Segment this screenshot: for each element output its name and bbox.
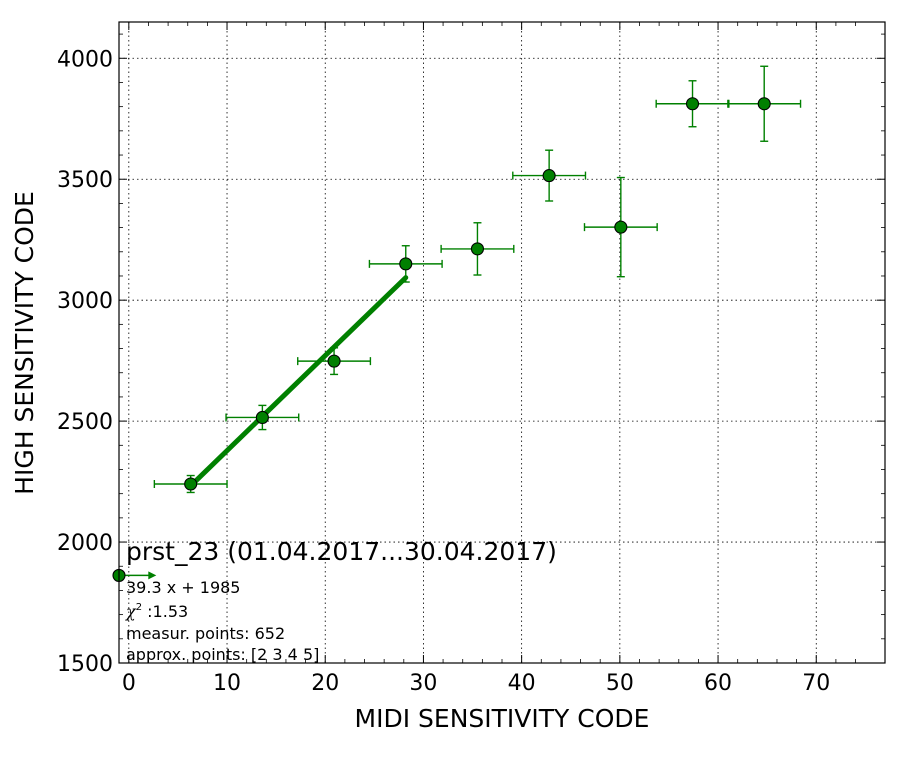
x-tick-label: 50 [606, 671, 634, 696]
x-tick-label: 40 [508, 671, 536, 696]
y-tick-label: 4000 [57, 47, 113, 72]
annotation-measur-points: measur. points: 652 [126, 624, 285, 643]
y-tick-label: 2500 [57, 410, 113, 435]
x-tick-label: 20 [311, 671, 339, 696]
y-axis-label: HIGH SENSITIVITY CODE [10, 191, 39, 495]
tick-labels: 0 10 20 30 40 50 60 70 1500 2000 2500 3000 3500 4000 [57, 47, 830, 696]
x-tick-label: 30 [409, 671, 437, 696]
chi2-symbol: χ [125, 602, 137, 621]
x-tick-label: 60 [704, 671, 732, 696]
data-point [470, 242, 484, 256]
data-point [614, 220, 628, 234]
y-tick-label: 3000 [57, 289, 113, 314]
annotation-title: prst_23 (01.04.2017...30.04.2017) [126, 537, 557, 566]
x-tick-label: 10 [213, 671, 241, 696]
plot-frame [118, 21, 886, 664]
annotation-block: prst_23 (01.04.2017...30.04.2017) 39.3 x… [125, 537, 557, 664]
x-tick-label: 0 [122, 671, 136, 696]
data-point [255, 410, 269, 425]
annotation-approx-points: approx. points: [2 3 4 5] [126, 645, 319, 664]
data-point [327, 354, 341, 368]
fit-line-group [188, 275, 409, 489]
chi2-superscript: 2 [136, 602, 142, 613]
data-point [184, 477, 198, 491]
y-tick-label: 1500 [57, 652, 113, 677]
x-tick-label: 70 [802, 671, 830, 696]
annotation-equation: 39.3 x + 1985 [126, 578, 240, 597]
data-points [184, 97, 771, 491]
y-tick-label: 2000 [57, 531, 113, 556]
x-axis-label: MIDI SENSITIVITY CODE [355, 704, 650, 733]
data-point [757, 97, 771, 111]
chi2-value: :1.53 [142, 602, 188, 621]
y-tick-label: 3500 [57, 168, 113, 193]
annotation-chi2: χ2 :1.53 [125, 602, 188, 621]
fit-line [188, 275, 409, 489]
data-point [542, 169, 556, 183]
edge-arrow-head [148, 571, 157, 580]
data-point [399, 257, 413, 271]
data-point [685, 97, 700, 111]
grid [119, 22, 885, 664]
ticks [119, 22, 885, 664]
